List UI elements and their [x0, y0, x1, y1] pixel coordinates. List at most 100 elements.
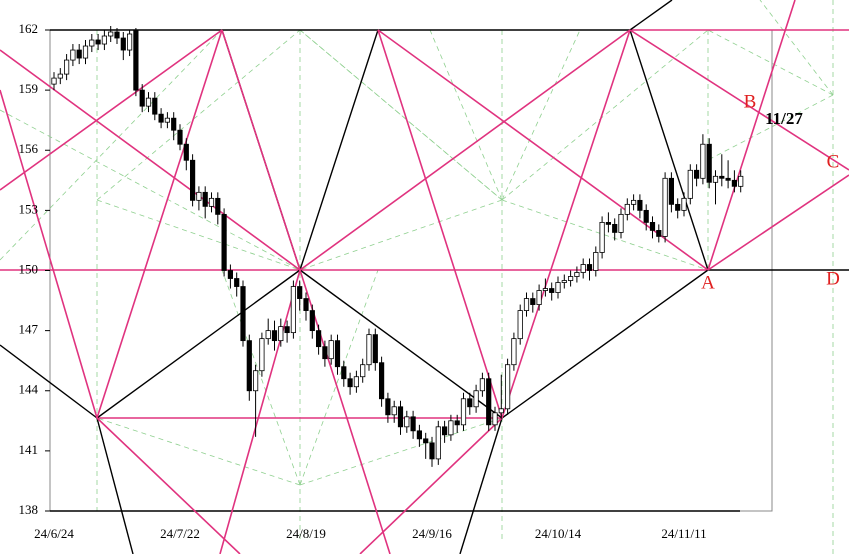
candle-body [215, 197, 221, 215]
candle-body [64, 59, 70, 75]
x-tick-label: 24/11/11 [661, 526, 706, 541]
candle-body [322, 346, 328, 360]
candle-body [675, 203, 681, 211]
candle-body [479, 378, 486, 392]
candle-body [234, 278, 240, 287]
x-tick-label: 24/6/24 [34, 526, 74, 541]
candle-body [586, 264, 593, 271]
candle-body [284, 326, 290, 334]
point-label: B [744, 91, 757, 112]
candle-body [568, 276, 574, 281]
candle-body [706, 143, 712, 183]
candle-body [227, 270, 233, 279]
candle-body [681, 197, 687, 211]
candle-body [404, 416, 410, 428]
candle-body [429, 442, 435, 460]
candle-body [95, 39, 101, 45]
candle-body [139, 89, 145, 107]
candle-body [631, 199, 637, 205]
point-label: A [701, 272, 715, 293]
candle-body [57, 73, 63, 79]
candle-body [265, 330, 271, 340]
candle-body [498, 408, 504, 414]
candle-body [725, 177, 731, 181]
candle-body [467, 398, 473, 408]
candle-body [278, 326, 284, 342]
candle-body [240, 286, 246, 342]
candle-body [593, 252, 599, 271]
candle-body [271, 330, 278, 342]
candle-body [189, 159, 196, 201]
y-tick-label: 144 [19, 382, 39, 397]
candle-body [423, 438, 429, 444]
candle-body [618, 213, 624, 233]
candle-body [435, 426, 441, 460]
candle-body [221, 213, 227, 271]
candle-body [536, 290, 542, 305]
candle-body [290, 286, 297, 334]
candle-body [542, 288, 549, 291]
candle-body [731, 179, 738, 187]
candle-body [158, 113, 164, 123]
candle-body [580, 264, 586, 273]
candle-body [454, 420, 460, 426]
candle-body [82, 45, 89, 59]
candle-body [687, 169, 693, 199]
candle-body [303, 298, 309, 311]
candle-body [416, 430, 423, 440]
point-label: C [827, 151, 840, 172]
candle-body [649, 221, 656, 231]
candle-body [208, 197, 215, 207]
candle-body [492, 412, 498, 426]
candle-body [334, 340, 341, 368]
candle-body [341, 366, 347, 380]
candle-body [643, 209, 649, 223]
candle-body [252, 370, 259, 392]
candle-body [196, 191, 202, 201]
candle-body [624, 203, 630, 215]
candle-body [738, 175, 744, 187]
candle-body [70, 49, 76, 61]
candle-body [605, 221, 612, 225]
candle-body [177, 129, 183, 145]
candle-body [152, 97, 158, 115]
candle-body [555, 282, 561, 293]
candle-body [561, 280, 567, 283]
y-tick-label: 159 [19, 81, 39, 96]
candle-body [385, 398, 391, 416]
y-tick-label: 138 [19, 502, 39, 517]
candle-body [183, 143, 189, 161]
candle-body [372, 334, 378, 364]
candle-body [101, 35, 107, 45]
candle-body [366, 334, 372, 366]
candle-body [51, 77, 57, 85]
candle-body [171, 117, 177, 131]
y-tick-label: 147 [19, 322, 39, 337]
candle-body [549, 288, 555, 293]
candle-body [511, 338, 517, 366]
y-tick-label: 156 [19, 141, 39, 156]
y-tick-label: 153 [19, 201, 39, 216]
candle-body [637, 199, 643, 211]
candle-body [309, 310, 315, 332]
point-label: D [826, 268, 840, 289]
candle-body [145, 97, 152, 107]
candle-body [712, 175, 719, 183]
candle-body [76, 49, 82, 59]
candle-body [297, 286, 303, 299]
candle-body [328, 340, 334, 360]
candle-body [473, 390, 479, 408]
candle-body [668, 177, 675, 205]
x-tick-label: 24/9/16 [412, 526, 452, 541]
x-tick-label: 24/8/19 [286, 526, 326, 541]
candle-body [347, 378, 353, 388]
candle-body [391, 406, 397, 416]
y-tick-label: 150 [19, 261, 39, 276]
candle-body [656, 230, 662, 237]
candle-body [246, 340, 252, 392]
candle-body [202, 191, 208, 207]
candle-body [89, 39, 95, 47]
candle-body [517, 310, 523, 340]
candle-body [574, 272, 580, 277]
